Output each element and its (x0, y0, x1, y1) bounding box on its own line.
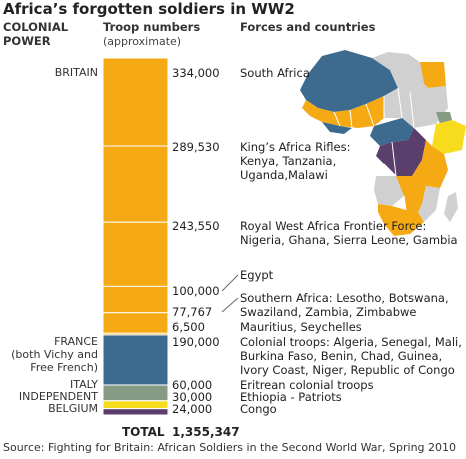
forces-label-4-1: Swaziland, Zambia, Zimbabwe (240, 305, 417, 319)
forces-label-2-1: Nigeria, Ghana, Sierra Leone, Gambia (240, 233, 458, 247)
map-region-mozambique (418, 186, 440, 222)
bar-segments (102, 57, 169, 416)
total-label: TOTAL (122, 425, 165, 439)
forces-label-5-0: Mauritius, Seychelles (240, 320, 362, 334)
header-forces: Forces and countries (240, 20, 376, 34)
connector-line-1 (221, 297, 239, 313)
power-label-0: BRITAIN (55, 66, 98, 79)
power-label-2-line-0: ITALY (69, 378, 98, 391)
value-label-8: 30,000 (172, 390, 213, 404)
forces-label-6-1: Burkina Faso, Benin, Chad, Guinea, (240, 349, 443, 363)
value-label-2: 243,550 (172, 219, 220, 233)
bar-segment-4 (102, 312, 169, 334)
africa-map (300, 50, 466, 236)
value-label-6: 190,000 (172, 335, 220, 349)
value-label-7: 60,000 (172, 378, 213, 392)
map-region-sudan (384, 84, 448, 128)
power-label-0-line-0: BRITAIN (54, 66, 98, 79)
bar-segment-7 (102, 384, 169, 402)
bar-segment-8 (102, 400, 169, 410)
forces-label-3-0: Egypt (240, 268, 274, 282)
total-value: 1,355,347 (172, 425, 240, 439)
header-troop-numbers: Troop numbers (103, 20, 201, 34)
forces-label-1-0: King’s Africa Rifles: (240, 140, 351, 154)
power-label-1-line-2: Free French) (30, 361, 98, 374)
power-label-4: BELGIUM (48, 402, 98, 415)
value-label-1: 289,530 (172, 140, 220, 154)
power-label-2: ITALY (70, 378, 98, 391)
value-label-3: 100,000 (172, 284, 220, 298)
forces-label-4-0: Southern Africa: Lesotho, Botswana, (240, 291, 449, 305)
connector-line-0 (221, 274, 239, 292)
bar-segment-1 (102, 145, 169, 223)
header-power-line1: COLONIAL (3, 20, 69, 34)
map-region-west-coast-french (322, 122, 352, 134)
map-region-south-africa (378, 204, 424, 236)
bar-segment-2 (102, 221, 169, 287)
power-label-1: FRANCE (both Vichy and Free French) (11, 335, 98, 374)
map-region-north-africa-east (372, 52, 424, 92)
label-connectors (221, 274, 239, 313)
map-region-madagascar (444, 192, 458, 222)
map-borders (333, 87, 415, 211)
forces-label-1-2: Uganda,Malawi (240, 168, 328, 182)
value-label-0: 334,000 (172, 66, 220, 80)
header-colonial-power: COLONIAL POWER (3, 20, 68, 48)
map-region-east-africa (412, 140, 448, 188)
forces-label-6-0: Colonial troops: Algeria, Senegal, Mali, (240, 335, 462, 349)
map-region-west-coast (302, 96, 384, 128)
power-label-1-line-0: FRANCE (54, 335, 98, 348)
forces-label-9-0: Congo (240, 402, 277, 416)
forces-label-7-0: Eritrean colonial troops (240, 378, 374, 392)
forces-label-0-0: South Africa (240, 66, 310, 80)
map-region-zambia-zimbabwe (396, 176, 426, 210)
bar-segment-9 (102, 408, 169, 416)
forces-label-1-1: Kenya, Tanzania, (240, 154, 337, 168)
value-label-5: 6,500 (172, 320, 205, 334)
map-region-egypt (420, 62, 446, 88)
bar-segment-3 (102, 285, 169, 314)
map-region-north-west (300, 50, 398, 112)
map-region-angola (374, 176, 404, 206)
bar-segment-0 (102, 57, 169, 147)
map-region-ethiopia (432, 120, 466, 154)
forces-label-2-0: Royal West Africa Frontier Force: (240, 219, 427, 233)
chart-title: Africa’s forgotten soldiers in WW2 (3, 0, 295, 18)
header-troop-sub: (approximate) (103, 35, 182, 48)
power-label-3: INDEPENDENT (19, 390, 98, 403)
forces-label-8-0: Ethiopia - Patriots (240, 390, 342, 404)
power-label-4-line-0: BELGIUM (48, 402, 98, 415)
power-label-1-line-1: (both Vichy and (11, 348, 98, 361)
value-label-9: 24,000 (172, 402, 213, 416)
value-label-4: 77,767 (172, 305, 213, 319)
map-region-central-french (370, 118, 414, 146)
header-power-line2: POWER (3, 34, 51, 48)
bar-segment-6 (102, 334, 169, 386)
source-note: Source: Fighting for Britain: African So… (3, 441, 457, 454)
power-label-3-line-0: INDEPENDENT (18, 390, 98, 403)
forces-label-6-2: Ivory Coast, Niger, Republic of Congo (240, 363, 455, 377)
map-region-congo (376, 128, 426, 176)
